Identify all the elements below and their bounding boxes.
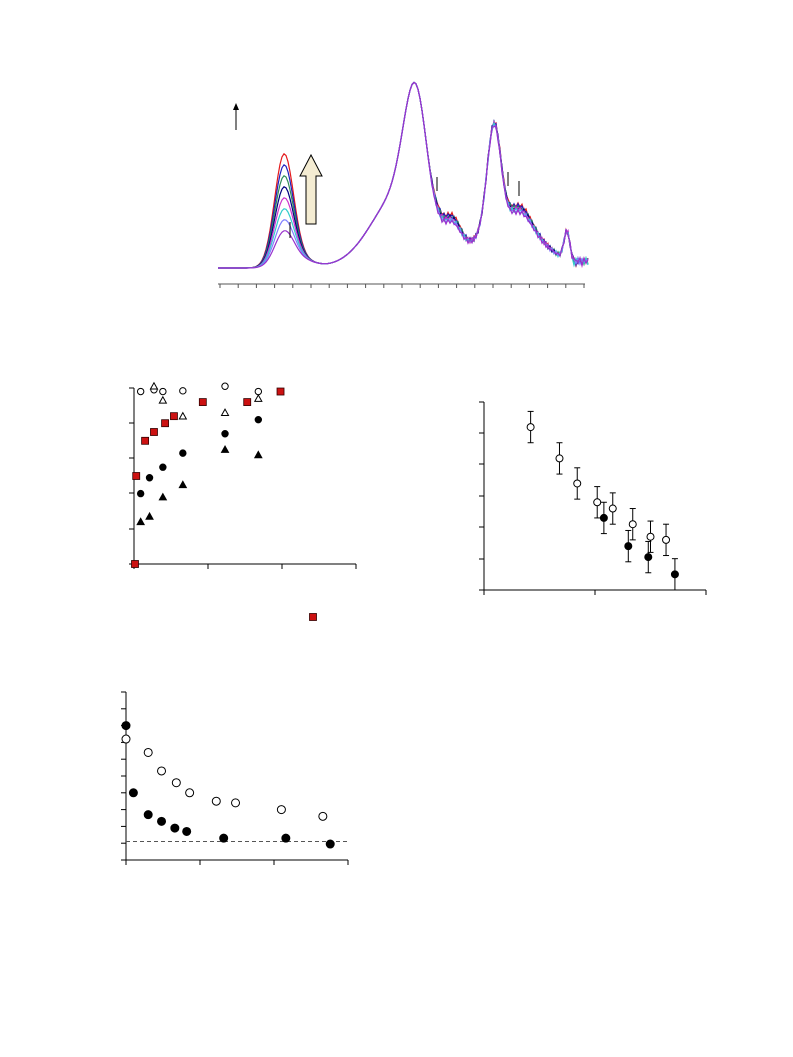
data-point <box>150 428 158 436</box>
data-point <box>159 387 167 396</box>
data-point <box>219 833 229 843</box>
spectrum-line <box>218 81 589 269</box>
spectrum-line <box>218 81 589 269</box>
data-point <box>121 734 131 744</box>
scatter-left-panel <box>129 381 357 621</box>
data-point <box>231 798 241 808</box>
data-point <box>143 747 153 757</box>
data-point <box>131 560 139 568</box>
data-point <box>179 387 187 395</box>
data-point <box>158 492 168 501</box>
data-point <box>159 463 167 471</box>
arrow-up-icon <box>299 153 323 225</box>
scatter-bottom-panel <box>121 691 349 865</box>
data-point <box>628 520 637 529</box>
data-point <box>253 394 263 402</box>
data-point <box>573 479 582 488</box>
data-point <box>161 419 169 428</box>
data-point <box>276 387 285 396</box>
spectrum-line <box>218 81 589 269</box>
data-point <box>121 721 131 731</box>
data-point <box>185 788 195 798</box>
data-point <box>599 513 608 522</box>
data-point <box>128 788 138 798</box>
data-point <box>662 535 671 544</box>
data-point <box>253 450 263 459</box>
data-point <box>145 474 154 482</box>
data-point <box>198 398 207 406</box>
arrow-up-icon <box>233 103 239 110</box>
data-point <box>276 805 286 815</box>
data-point <box>149 381 159 390</box>
data-point <box>136 517 146 526</box>
data-point <box>170 412 178 421</box>
data-point <box>178 411 188 420</box>
spectrum-line <box>218 81 589 269</box>
spectrum-line <box>218 81 589 269</box>
data-point <box>136 387 145 396</box>
data-point <box>254 387 263 396</box>
data-point <box>170 823 180 833</box>
data-point <box>182 826 192 836</box>
data-point <box>157 766 167 776</box>
data-point <box>171 778 181 788</box>
data-point <box>132 472 141 480</box>
data-point <box>221 430 229 438</box>
data-point <box>143 810 153 820</box>
data-point <box>136 489 145 498</box>
data-point <box>281 833 291 843</box>
data-point <box>670 570 679 579</box>
data-point <box>644 553 653 562</box>
data-point <box>211 796 221 806</box>
data-point <box>608 504 617 513</box>
data-point <box>254 415 263 424</box>
data-point <box>158 395 168 404</box>
data-point <box>526 423 535 432</box>
data-point <box>318 811 328 821</box>
data-point <box>325 839 335 849</box>
spectrum-line <box>218 81 589 269</box>
data-point <box>157 816 167 826</box>
data-point <box>179 449 187 457</box>
data-point <box>141 436 150 445</box>
spectrum-line <box>218 81 589 269</box>
data-point <box>221 382 229 390</box>
data-point <box>145 511 154 520</box>
data-point <box>220 445 230 453</box>
data-point <box>243 398 252 406</box>
spectra-panel <box>218 81 589 288</box>
data-point <box>624 542 633 551</box>
data-point <box>646 532 655 541</box>
legend-marker <box>309 613 317 621</box>
data-point <box>178 480 188 489</box>
data-point <box>220 408 230 416</box>
data-point <box>593 498 602 507</box>
spectrum-line <box>218 81 589 269</box>
data-point <box>555 454 564 463</box>
scatter-right-panel <box>479 401 707 595</box>
